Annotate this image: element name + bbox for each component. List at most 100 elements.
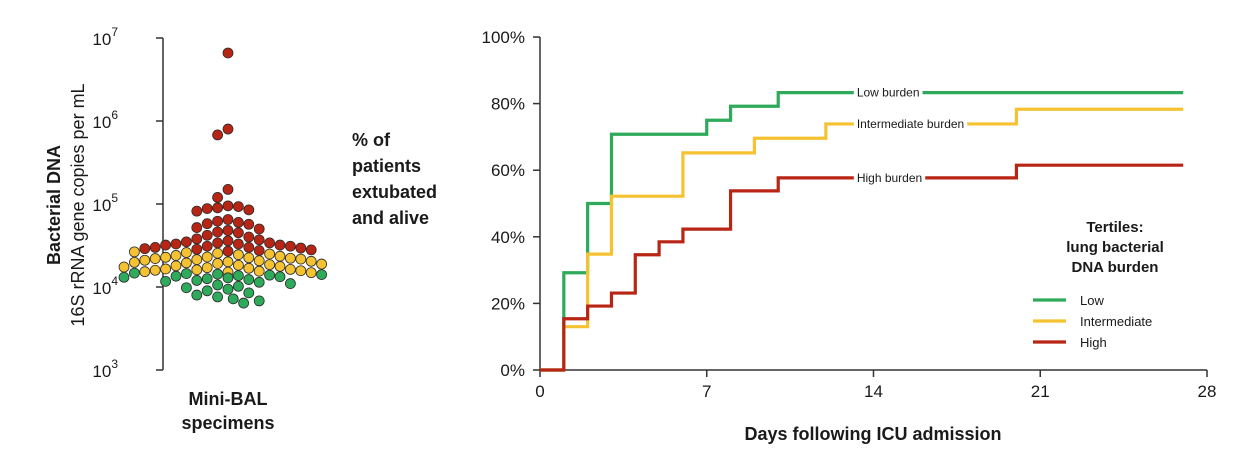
scatter-y-label-line1: Bacterial DNA	[44, 145, 64, 265]
scatter-y-label: Bacterial DNA 16S rRNA gene copies per m…	[44, 83, 88, 326]
scatter-point-intermediate	[232, 259, 244, 271]
km-x-tick-label: 28	[1198, 382, 1217, 401]
scatter-x-label-line2: specimens	[181, 413, 274, 433]
km-x-tick-label: 7	[702, 382, 711, 401]
scatter-point-high	[222, 200, 234, 212]
scatter-point-high	[191, 205, 203, 217]
scatter-point-low	[180, 282, 192, 294]
scatter-point-high	[232, 217, 244, 228]
km-series: Low burden Intermediate burden High burden	[540, 84, 1184, 372]
scatter-point-high	[243, 218, 255, 230]
scatter-point-intermediate	[212, 247, 224, 259]
scatter-point-low	[264, 269, 276, 281]
scatter-point-high	[149, 241, 161, 253]
legend-label-low: Low	[1080, 293, 1104, 308]
scatter-point-high	[170, 238, 182, 250]
scatter-point-intermediate	[243, 262, 255, 274]
km-series-label-bg	[853, 169, 926, 184]
scatter-point-high	[243, 204, 255, 216]
km-y-tick-label: 100%	[482, 28, 525, 47]
scatter-point-intermediate	[128, 246, 140, 258]
scatter-point-high	[222, 235, 234, 247]
legend-title-line1: Tertiles:	[1086, 219, 1143, 236]
scatter-y-tick-label: 105	[92, 191, 118, 215]
scatter-point-low	[160, 275, 172, 287]
km-series-label-bg	[853, 115, 968, 130]
scatter-point-low	[227, 293, 239, 305]
legend-title-line3: DNA burden	[1072, 259, 1159, 276]
scatter-point-intermediate	[284, 263, 296, 275]
scatter-point-intermediate	[305, 267, 317, 279]
km-panel: 0% 20% 40% 60% 80% 100% 0 7 14 21 28 Low burden In…	[482, 28, 1217, 444]
scatter-point-high	[305, 244, 317, 256]
scatter-point-intermediate	[212, 258, 224, 269]
scatter-point-low	[238, 297, 250, 309]
km-y-tick-label: 0%	[500, 361, 525, 380]
km-line-low	[540, 91, 1184, 372]
km-y-label-line1: % of	[352, 130, 391, 150]
scatter-y-tick-label: 104	[92, 274, 118, 298]
scatter-point-high	[212, 202, 224, 214]
km-x-tick-label: 21	[1031, 382, 1050, 401]
scatter-point-low	[212, 291, 224, 303]
scatter-point-low	[222, 283, 234, 295]
scatter-point-high	[222, 245, 234, 257]
scatter-point-low	[212, 279, 224, 291]
scatter-point-intermediate	[139, 266, 151, 278]
scatter-point-high	[232, 238, 244, 250]
legend-label-intermediate: Intermediate	[1080, 314, 1152, 329]
scatter-point-high	[212, 192, 224, 203]
km-series-label: Low burden	[857, 86, 920, 100]
scatter-point-intermediate	[170, 250, 182, 261]
scatter-x-label-line1: Mini-BAL	[189, 389, 268, 409]
scatter-point-low	[243, 274, 255, 285]
scatter-point-intermediate	[180, 247, 192, 258]
scatter-point-low	[201, 285, 213, 297]
scatter-point-intermediate	[232, 249, 244, 261]
km-series-label: Intermediate burden	[857, 117, 964, 131]
km-x-ticks: 0 7 14 21 28	[535, 370, 1216, 401]
scatter-point-low	[201, 273, 213, 285]
km-y-tick-label: 40%	[491, 228, 525, 247]
scatter-point-low	[253, 295, 265, 307]
km-y-tick-label: 20%	[491, 294, 525, 313]
scatter-point-low	[180, 268, 192, 280]
scatter-point-high	[201, 240, 213, 252]
scatter-point-high	[191, 243, 203, 255]
scatter-point-low	[232, 280, 244, 292]
scatter-point-high	[160, 239, 172, 251]
km-y-label-line2: patients	[352, 156, 421, 176]
scatter-point-intermediate	[243, 252, 255, 264]
legend-title-line2: lung bacterial	[1066, 239, 1164, 256]
scatter-point-intermediate	[191, 264, 203, 276]
scatter-point-high	[191, 222, 203, 233]
scatter-point-high	[222, 183, 234, 195]
scatter-y-ticks: 103 104 105 106 107	[92, 25, 163, 381]
scatter-point-high	[264, 237, 276, 249]
scatter-points	[118, 47, 328, 309]
scatter-point-intermediate	[170, 260, 182, 272]
scatter-point-high	[232, 201, 244, 213]
scatter-point-intermediate	[264, 248, 276, 260]
scatter-point-high	[295, 242, 307, 254]
legend: Tertiles: lung bacterial DNA burden Low I…	[1033, 219, 1164, 350]
scatter-point-high	[212, 226, 224, 238]
scatter-point-low	[274, 271, 286, 283]
scatter-point-low	[284, 278, 296, 289]
scatter-point-intermediate	[139, 254, 151, 266]
km-y-label-line3: extubated	[352, 182, 437, 202]
scatter-point-intermediate	[160, 263, 172, 275]
scatter-point-low	[212, 268, 224, 280]
km-y-tick-label: 80%	[491, 95, 525, 114]
scatter-point-intermediate	[316, 258, 328, 270]
km-y-label-line4: and alive	[352, 208, 429, 228]
scatter-point-high	[222, 123, 234, 135]
scatter-point-high	[201, 203, 213, 215]
scatter-point-intermediate	[274, 261, 286, 272]
scatter-point-intermediate	[295, 265, 307, 277]
km-y-label: % of patients extubated and alive	[352, 130, 437, 228]
scatter-point-high	[222, 225, 234, 236]
scatter-point-intermediate	[128, 256, 140, 268]
scatter-point-high	[274, 239, 286, 251]
km-x-tick-label: 0	[535, 382, 544, 401]
